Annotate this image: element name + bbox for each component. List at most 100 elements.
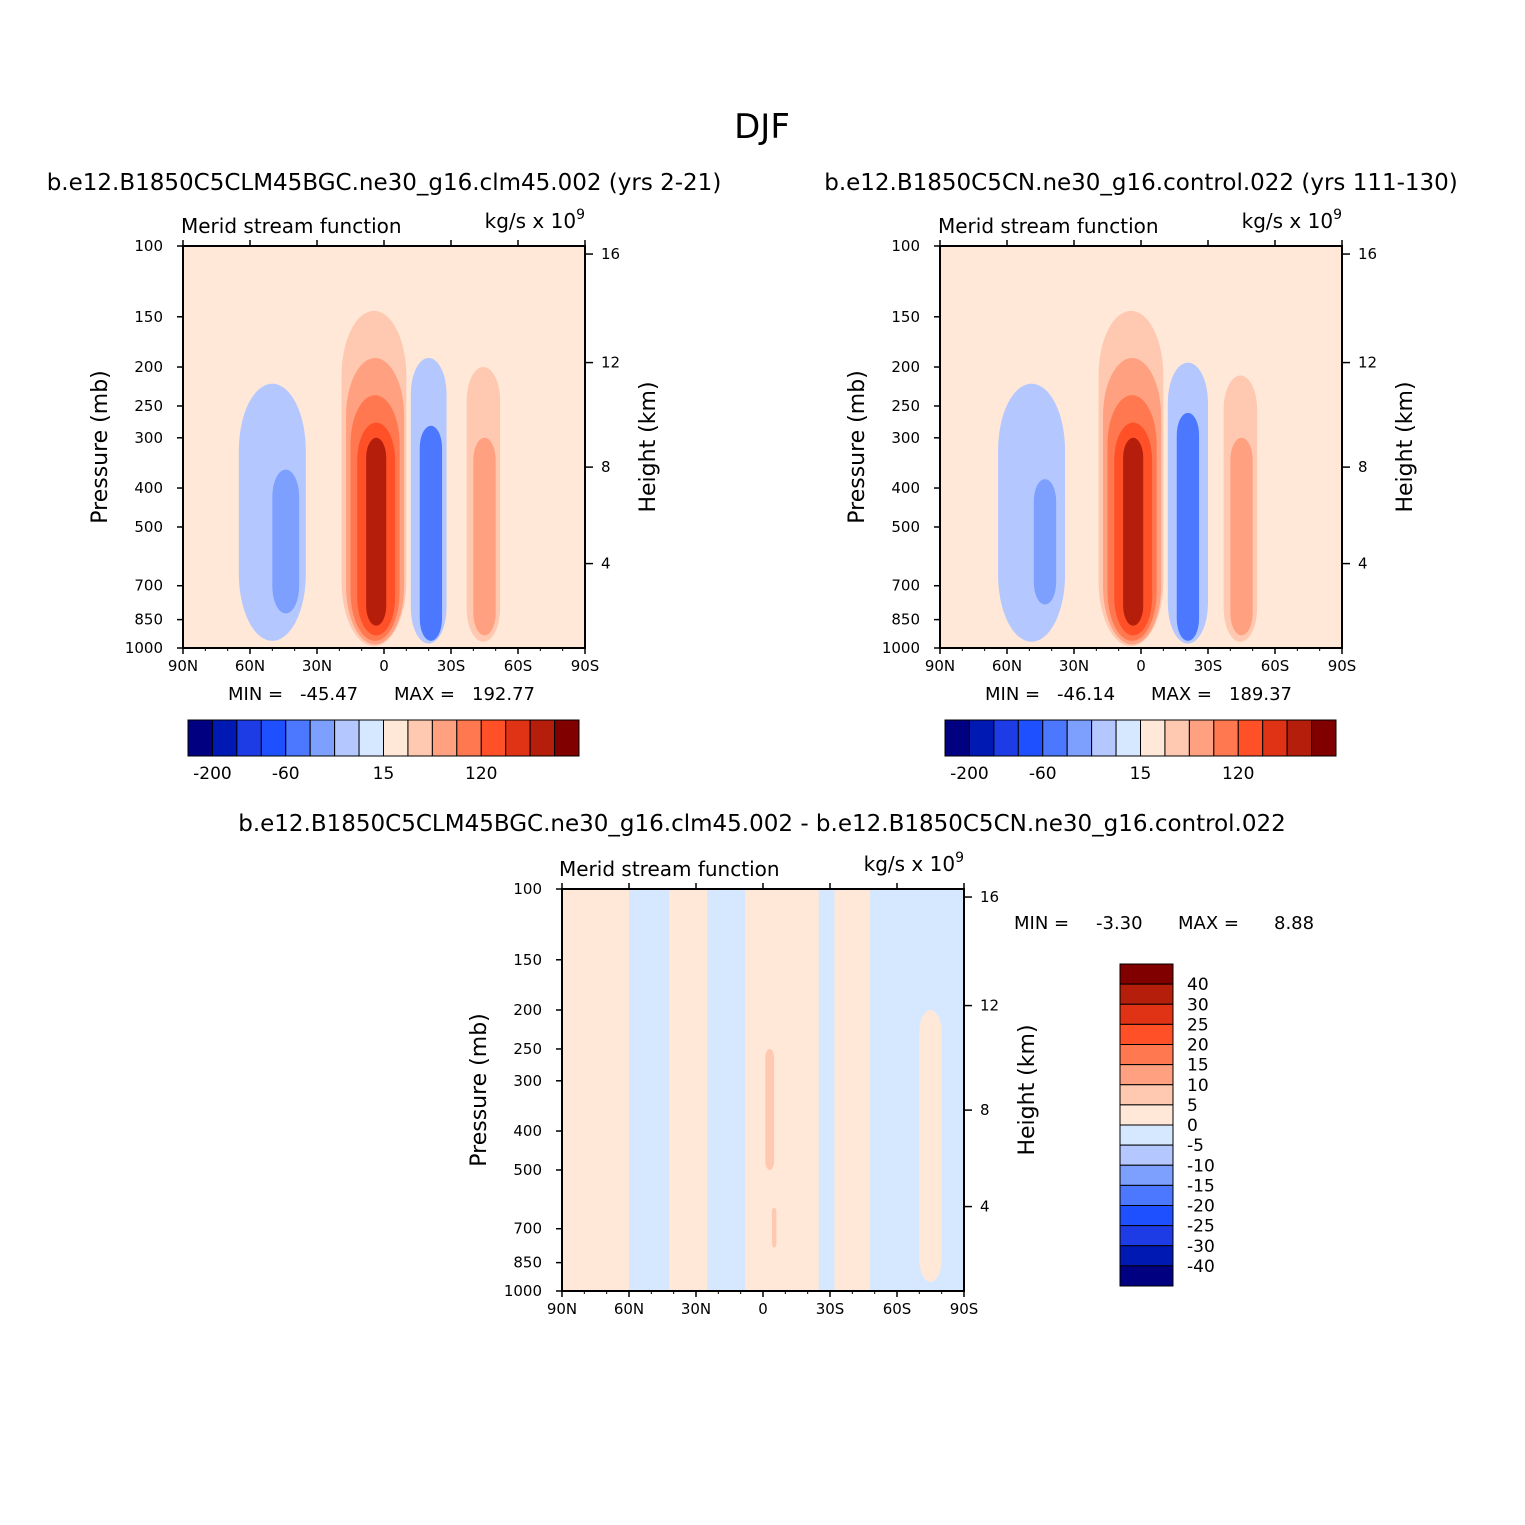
contour-cell <box>272 469 300 614</box>
y-tick-label: 300 <box>513 1072 542 1090</box>
max-value: 189.37 <box>1229 684 1292 705</box>
x-tick-label: 60S <box>1261 657 1290 675</box>
y-tick-label: 500 <box>891 518 920 536</box>
y-tick-label: 700 <box>513 1220 542 1238</box>
y-right-tick-label: 16 <box>1358 245 1377 263</box>
contour-cell <box>366 437 387 626</box>
y-axis-title: Pressure (mb) <box>845 370 870 524</box>
colorbar-label: 120 <box>465 764 497 784</box>
x-tick-label: 60S <box>504 657 533 675</box>
y-tick-label: 850 <box>891 611 920 629</box>
y-tick-label: 250 <box>513 1040 542 1058</box>
x-tick-label: 30N <box>1059 657 1089 675</box>
y-axis-title: Pressure (mb) <box>88 370 113 524</box>
colorbar-box <box>1091 719 1117 757</box>
contour-band <box>707 889 746 1291</box>
x-tick-label: 60N <box>614 1300 644 1318</box>
x-tick-label: 90S <box>950 1300 979 1318</box>
colorbar-box <box>236 719 262 757</box>
panel-difference: b.e12.B1850C5CLM45BGC.ne30_g16.clm45.002… <box>238 811 1314 1318</box>
colorbar-label: 20 <box>1187 1036 1209 1056</box>
y-tick-label: 850 <box>513 1254 542 1272</box>
colorbar-label: 40 <box>1187 975 1209 995</box>
colorbar-box <box>1119 1265 1174 1287</box>
y-tick-label: 700 <box>134 577 163 595</box>
colorbar-label: -25 <box>1187 1217 1215 1237</box>
y-tick-label: 1000 <box>882 639 920 657</box>
y-tick-label: 400 <box>134 479 163 497</box>
colorbar-label: 30 <box>1187 995 1209 1015</box>
y-tick-label: 500 <box>513 1161 542 1179</box>
colorbar-box <box>1119 1084 1174 1106</box>
colorbar-box <box>431 719 458 757</box>
contour-band <box>745 889 819 1291</box>
contour-cell <box>1123 437 1144 626</box>
y-tick-label: 100 <box>513 880 542 898</box>
y-axis-title: Pressure (mb) <box>467 1013 492 1167</box>
case-title: b.e12.B1850C5CN.ne30_g16.control.022 (yr… <box>824 170 1458 196</box>
colorbar-box <box>187 719 213 757</box>
max-label: MAX = <box>394 684 455 705</box>
colorbar-label: -15 <box>1187 1176 1215 1196</box>
min-value: -45.47 <box>300 684 358 705</box>
colorbar-label: 15 <box>1130 764 1152 784</box>
colorbar-box <box>1213 719 1239 757</box>
min-label: MIN = <box>1014 913 1069 934</box>
max-label: MAX = <box>1151 684 1212 705</box>
y-tick-label: 500 <box>134 518 163 536</box>
case-title: b.e12.B1850C5CLM45BGC.ne30_g16.clm45.002… <box>47 170 722 196</box>
y-tick-label: 700 <box>891 577 920 595</box>
left-string: Merid stream function <box>559 857 780 881</box>
colorbar-box <box>1119 1104 1174 1126</box>
x-tick-label: 0 <box>758 1300 768 1318</box>
y-right-tick-label: 8 <box>980 1101 990 1119</box>
colorbar-box <box>1119 1225 1174 1247</box>
contour-band <box>870 889 964 1291</box>
y-tick-label: 200 <box>513 1001 542 1019</box>
colorbar-box <box>211 719 238 757</box>
colorbar-box <box>285 719 311 757</box>
left-string: Merid stream function <box>938 214 1159 238</box>
y-tick-label: 200 <box>134 358 163 376</box>
y-right-tick-label: 12 <box>601 354 620 372</box>
colorbar-label: -10 <box>1187 1156 1215 1176</box>
colorbar-box <box>529 719 556 757</box>
colorbar-label: 15 <box>373 764 395 784</box>
contour-cell <box>1230 437 1253 636</box>
x-tick-label: 30S <box>437 657 466 675</box>
colorbar-box <box>1140 719 1166 757</box>
colorbar-box <box>383 719 409 757</box>
colorbar-label: 10 <box>1187 1076 1209 1096</box>
y-right-tick-label: 4 <box>980 1198 990 1216</box>
left-string: Merid stream function <box>181 214 402 238</box>
colorbar-box <box>1119 1144 1174 1166</box>
y-right-tick-label: 8 <box>601 458 611 476</box>
y-tick-label: 300 <box>891 429 920 447</box>
colorbar-box <box>1119 1184 1174 1206</box>
colorbar-box <box>334 719 360 757</box>
colorbar-box <box>309 719 336 757</box>
x-tick-label: 30S <box>816 1300 845 1318</box>
colorbar-box <box>505 719 531 757</box>
y-tick-label: 400 <box>891 479 920 497</box>
colorbar: -200 -60 15 120 <box>944 719 1337 784</box>
x-tick-label: 0 <box>1136 657 1146 675</box>
contour-plot: 90N 60N 30N 0 30S 60S 90S 100 150 200 250 300 400 500… <box>504 880 999 1318</box>
colorbar-box <box>1042 719 1068 757</box>
colorbar-label: -40 <box>1187 1257 1215 1277</box>
x-tick-label: 0 <box>379 657 389 675</box>
units-base: kg/s x 10 <box>864 852 955 876</box>
y-axis-right-title: Height (km) <box>636 381 661 512</box>
x-tick-label: 30S <box>1194 657 1223 675</box>
colorbar-box <box>1164 719 1190 757</box>
contour-band <box>562 889 629 1291</box>
y-tick-label: 100 <box>134 237 163 255</box>
y-right-tick-label: 16 <box>601 245 620 263</box>
colorbar-box <box>1237 719 1264 757</box>
colorbar-box <box>1119 1124 1174 1146</box>
contour-band <box>818 889 835 1291</box>
contour-plot: 90N 60N 30N 0 30S 60S 90S 100 150 200 250 300 400 500… <box>882 237 1377 675</box>
y-tick-label: 150 <box>891 308 920 326</box>
y-tick-label: 1000 <box>125 639 163 657</box>
